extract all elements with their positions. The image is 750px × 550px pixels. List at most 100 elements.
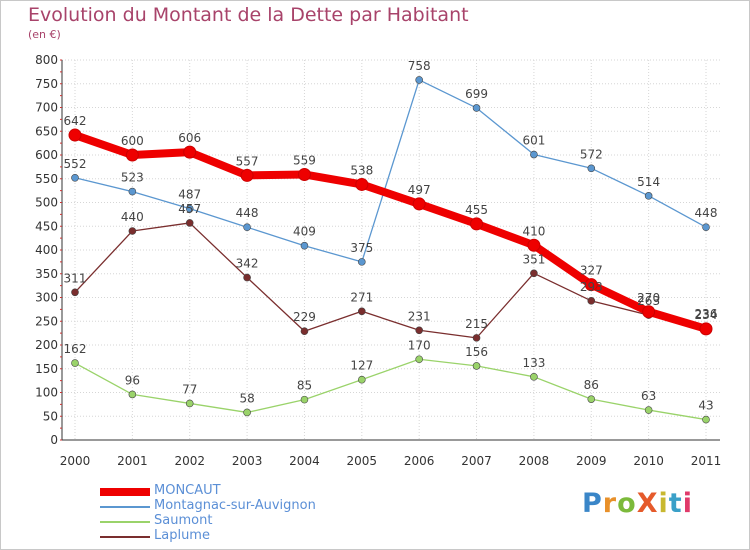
y-tick-label: 200 — [35, 338, 58, 352]
data-point — [300, 327, 309, 336]
data-point — [470, 217, 484, 231]
data-point — [358, 375, 366, 384]
x-tick-label: 2011 — [691, 454, 722, 468]
data-label: 270 — [637, 291, 660, 305]
y-tick-label: 700 — [35, 101, 58, 115]
data-point — [530, 150, 538, 159]
data-point — [185, 219, 194, 227]
legend-swatch — [100, 506, 150, 508]
data-label: 215 — [465, 317, 488, 331]
data-point — [297, 167, 311, 181]
data-point — [415, 76, 423, 84]
data-point — [128, 187, 137, 196]
x-tick-label: 2007 — [461, 454, 492, 468]
data-point — [243, 273, 251, 282]
y-tick-label: 50 — [43, 409, 58, 423]
y-tick-label: 150 — [35, 362, 58, 376]
data-label: 234 — [695, 308, 718, 322]
legend-item: Laplume — [100, 528, 400, 544]
legend: MONCAUT Montagnac-sur-Auvignon Saumont Lapl… — [100, 483, 400, 544]
data-point — [472, 334, 481, 342]
y-tick-label: 500 — [35, 196, 58, 210]
data-point — [644, 192, 653, 200]
data-label: 448 — [695, 206, 718, 220]
data-label: 156 — [465, 345, 488, 359]
data-label: 440 — [121, 210, 144, 224]
data-point — [527, 238, 541, 252]
legend-swatch — [100, 521, 150, 523]
chart-title: Evolution du Montant de la Dette par Hab… — [28, 4, 469, 26]
data-point — [185, 399, 194, 408]
x-tick-label: 2010 — [633, 454, 664, 468]
data-point — [68, 128, 82, 142]
legend-item: MONCAUT — [100, 483, 400, 499]
data-point — [530, 373, 538, 381]
data-point — [183, 145, 197, 159]
data-label: 229 — [293, 310, 316, 324]
legend-label: Laplume — [154, 528, 210, 543]
data-point — [128, 227, 137, 235]
y-tick-label: 400 — [35, 243, 58, 257]
legend-item: Montagnac-sur-Auvignon — [100, 498, 400, 514]
data-label: 457 — [178, 202, 201, 216]
x-tick-label: 2000 — [60, 454, 91, 468]
y-tick-label: 750 — [35, 77, 58, 91]
data-label: 552 — [64, 157, 87, 171]
data-point — [71, 288, 79, 297]
legend-swatch — [100, 488, 150, 496]
legend-label: Montagnac-sur-Auvignon — [154, 498, 316, 513]
data-label: 170 — [408, 338, 431, 352]
data-label: 327 — [580, 264, 603, 278]
series-line-3 — [74, 222, 707, 339]
unit-label: (en €) — [28, 28, 61, 41]
data-point — [128, 390, 137, 399]
data-point — [587, 164, 596, 173]
data-point — [71, 174, 79, 182]
data-label: 58 — [239, 391, 254, 405]
data-label: 162 — [64, 342, 87, 356]
data-label: 271 — [350, 290, 373, 304]
data-label: 85 — [297, 379, 312, 393]
y-tick-label: 600 — [35, 148, 58, 162]
legend-label: Saumont — [154, 513, 213, 528]
series-line-1 — [74, 79, 707, 263]
data-point — [300, 395, 309, 404]
data-point — [243, 223, 251, 231]
data-point — [243, 408, 251, 417]
data-label: 342 — [236, 257, 259, 271]
data-label: 263 — [637, 294, 660, 308]
data-label: 77 — [182, 382, 197, 396]
data-point — [355, 177, 369, 191]
data-label: 514 — [637, 175, 660, 189]
data-point — [472, 362, 481, 370]
data-label: 572 — [580, 147, 603, 161]
data-label: 601 — [522, 134, 545, 148]
data-label: 448 — [236, 206, 259, 220]
data-point — [415, 355, 423, 364]
y-tick-label: 0 — [50, 433, 58, 447]
data-point — [185, 204, 194, 213]
data-point — [71, 359, 79, 367]
x-tick-label: 2001 — [117, 454, 148, 468]
data-point — [702, 415, 710, 424]
y-tick-label: 300 — [35, 291, 58, 305]
x-tick-label: 2009 — [576, 454, 607, 468]
x-tick-label: 2003 — [232, 454, 263, 468]
data-label: 642 — [64, 114, 87, 128]
data-point — [358, 258, 366, 266]
data-point — [412, 197, 426, 211]
data-label: 455 — [465, 203, 488, 217]
data-label: 63 — [641, 389, 656, 403]
data-label: 86 — [584, 378, 599, 392]
y-tick-label: 550 — [35, 172, 58, 186]
data-label: 293 — [580, 280, 603, 294]
data-point — [125, 148, 139, 162]
data-point — [415, 326, 423, 335]
data-label: 127 — [350, 359, 373, 373]
y-tick-label: 800 — [35, 53, 58, 67]
data-point — [702, 223, 710, 231]
data-label: 96 — [125, 373, 140, 387]
legend-item: Saumont — [100, 513, 400, 529]
data-point — [240, 168, 254, 182]
